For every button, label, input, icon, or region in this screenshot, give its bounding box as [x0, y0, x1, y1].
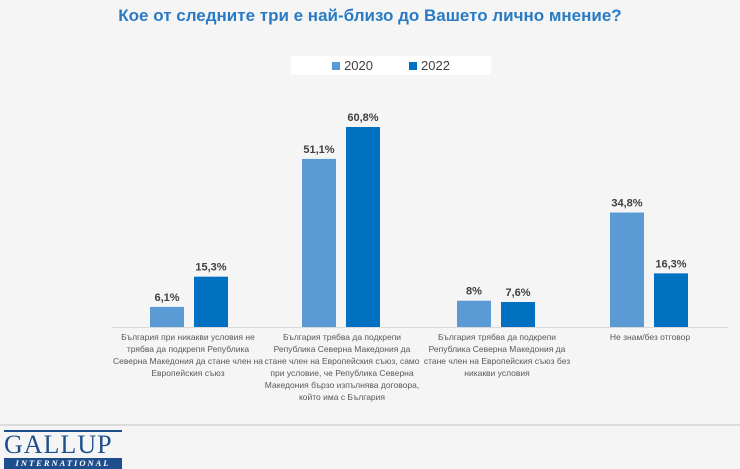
legend-label-2022: 2022 [421, 58, 450, 73]
bar-2020-cat-4 [610, 212, 644, 327]
legend-item-2020: 2020 [332, 58, 373, 73]
legend: 2020 2022 [291, 56, 491, 75]
gallup-international-logo: GALLUP INTERNATIONAL [4, 430, 122, 469]
category-label-1: България при никакви условия не трябва д… [112, 332, 264, 378]
bar-2022-cat-1 [194, 276, 228, 327]
data-label-2022-cat-2: 60,8% [347, 112, 378, 124]
bar-2022-cat-4 [654, 273, 688, 327]
category-label-2: България трябва да подкрепи Република Се… [264, 332, 420, 402]
footer-divider [0, 424, 740, 426]
data-label-2020-cat-4: 34,8% [611, 198, 642, 210]
data-label-2022-cat-3: 7,6% [505, 287, 530, 299]
category-label-4: Не знам/без отговор [609, 332, 691, 342]
logo-wordmark: GALLUP [4, 430, 122, 458]
data-label-2020-cat-2: 51,1% [303, 144, 334, 156]
legend-swatch-2020 [332, 61, 341, 70]
bar-2020-cat-1 [150, 306, 184, 327]
legend-swatch-2022 [409, 61, 417, 70]
bar-2020-cat-3 [457, 300, 491, 327]
bar-2022-cat-2 [346, 127, 380, 327]
bar-chart: 6,1% 51,1% 8% 34,8% 15,3% 60,8% 7,6% 16,3% [112, 112, 728, 328]
logo-subtitle: INTERNATIONAL [4, 458, 122, 469]
data-label-2022-cat-4: 16,3% [655, 258, 686, 270]
data-label-2020-cat-3: 8% [466, 286, 482, 298]
legend-item-2022: 2022 [409, 58, 450, 73]
bar-2020-cat-2 [302, 158, 336, 327]
chart-title: Кое от следните три е най-близо до Вашет… [118, 6, 622, 25]
data-label-2020-cat-1: 6,1% [154, 292, 179, 304]
legend-label-2020: 2020 [344, 58, 373, 73]
category-label-3: България трябва да подкрепи Република Се… [423, 332, 571, 378]
bar-2022-cat-3 [501, 302, 535, 327]
data-label-2022-cat-1: 15,3% [195, 262, 226, 274]
